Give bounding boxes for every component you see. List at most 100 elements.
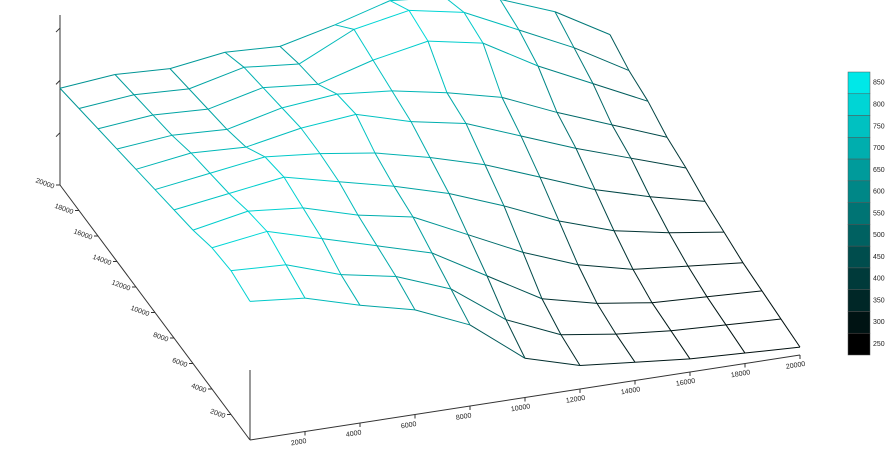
surface-segment [652, 303, 671, 331]
surface-segment [542, 299, 597, 304]
colorbar-swatch [848, 203, 870, 225]
colorbar-label: 850 [873, 80, 885, 87]
surface-segment [686, 168, 705, 201]
colorbar-label: 300 [873, 319, 885, 326]
surface-segment [98, 115, 153, 129]
surface-segment [396, 277, 451, 289]
surface-segment [358, 215, 377, 246]
x-tick-label: 8000 [456, 412, 473, 421]
surface-segment [593, 84, 648, 102]
y-tick-label: 12000 [110, 279, 131, 292]
surface-segment [172, 129, 227, 135]
surface-segment [339, 182, 394, 187]
surface-segment [210, 157, 265, 173]
colorbar-label: 650 [873, 167, 885, 174]
surface-segment [521, 136, 576, 148]
surface-segment [635, 359, 690, 362]
surface-segment [394, 186, 413, 217]
surface-segment [299, 29, 354, 64]
surface-segment [115, 69, 170, 75]
surface-segment [335, 25, 354, 30]
surface-segment [377, 246, 432, 253]
surface-segment [616, 331, 671, 334]
surface-segment [648, 101, 667, 137]
colorbar-label: 250 [873, 341, 885, 348]
surface-segment [612, 125, 667, 137]
surface-segment [447, 93, 466, 124]
surface-segment [263, 88, 282, 108]
surface-segment [483, 43, 502, 97]
surface-segment [506, 320, 561, 335]
surface-segment [390, 0, 445, 1]
surface-segment [500, 0, 555, 12]
colorbar-label: 500 [873, 232, 885, 239]
x-tick-label: 2000 [291, 438, 308, 447]
y-tick-label: 4000 [190, 383, 207, 395]
surface-segment [631, 158, 686, 168]
surface-segment [432, 253, 451, 289]
x-tick-label: 20000 [786, 361, 806, 371]
surface-segment [411, 122, 466, 124]
surface-segment [284, 177, 303, 208]
surface-segment [671, 331, 690, 359]
surface-segment [280, 46, 299, 64]
colorbar-label: 350 [873, 297, 885, 304]
surface-segment [225, 46, 280, 52]
surface-segment [193, 211, 248, 230]
surface-segment [229, 194, 248, 212]
surface-segment [576, 148, 595, 189]
surface-segment [597, 303, 652, 304]
surface-segment [358, 215, 413, 217]
surface-segment [557, 112, 576, 148]
y-tick-label: 14000 [91, 254, 112, 267]
x-tick-label: 18000 [731, 369, 751, 379]
y-tick-label: 20000 [34, 177, 55, 190]
z-tick [56, 133, 60, 137]
surface-segment [337, 91, 392, 94]
surface-segment [555, 12, 610, 35]
surface-segment [299, 64, 318, 84]
surface-segment [212, 231, 267, 247]
surface-segment [688, 263, 743, 266]
colorbar-swatch [848, 246, 870, 268]
surface-segment [229, 177, 284, 193]
surface-segment [578, 265, 597, 304]
surface-segment [690, 353, 745, 359]
surface-segment [60, 75, 115, 89]
surface-segment [464, 12, 519, 30]
surface-segment [248, 211, 267, 231]
surface-segment [280, 25, 335, 47]
surface-segment [153, 109, 208, 115]
surface-segment [485, 165, 504, 206]
surface-segment [540, 177, 595, 189]
surface-segment [98, 129, 117, 149]
y-tick-label: 6000 [171, 357, 188, 369]
surface-segment [60, 88, 79, 108]
surface-segment [134, 95, 153, 115]
surface-segment [502, 97, 521, 136]
surface-segment [267, 231, 322, 238]
surface-segment [633, 266, 688, 269]
colorbar-swatch [848, 159, 870, 181]
surface-segment [597, 303, 616, 334]
surface-segment [652, 297, 707, 303]
surface-segment [707, 291, 762, 297]
surface-segment [762, 291, 781, 319]
surface-segment [538, 66, 557, 112]
surface-segment [136, 153, 191, 169]
surface-segment [322, 239, 377, 246]
surface-segment [466, 124, 521, 136]
surface-segment [189, 89, 208, 109]
surface-segment [468, 235, 523, 253]
surface-segment [559, 221, 614, 231]
surface-segment [631, 158, 650, 197]
colorbar-swatch [848, 116, 870, 138]
surface-segment [559, 221, 578, 265]
surface-segment [248, 208, 303, 211]
surface-segment [707, 297, 726, 325]
surface-segment [396, 277, 415, 310]
surface-segment [153, 115, 172, 135]
surface-segment [415, 310, 470, 325]
surface-segment [464, 12, 483, 43]
y-tick-label: 18000 [53, 203, 74, 216]
